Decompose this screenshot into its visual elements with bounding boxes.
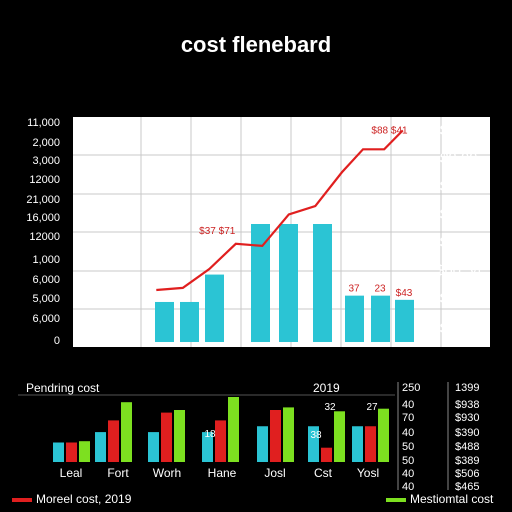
category-label: Yosl [356, 466, 380, 480]
y-tick: 6,000 [32, 313, 60, 325]
bar [395, 299, 414, 342]
y-tick: 5,000 [32, 293, 60, 305]
bar-cyan [95, 432, 106, 462]
legend-label: Mestiomtal cost [410, 492, 494, 506]
bar-red [321, 447, 332, 462]
y-tick: 1,000 [32, 254, 60, 266]
right-tick: $202 [440, 122, 474, 139]
bar [279, 224, 298, 342]
right-col1-tick: 40 [402, 481, 415, 493]
bar-cyan [53, 442, 64, 462]
bar-green [334, 411, 345, 462]
right-col2-tick: $506 [455, 468, 480, 480]
bar-red [108, 420, 119, 462]
right-tick: $4.59 [440, 178, 478, 195]
bar-cyan [352, 426, 363, 462]
y-tick: 6,000 [32, 274, 60, 286]
value-label: 18 [204, 429, 216, 440]
bar-green [174, 410, 185, 462]
category-label: Worh [152, 466, 182, 480]
right-col1-tick: 70 [402, 412, 415, 424]
y-tick: 3,000 [32, 155, 60, 167]
value-label: 27 [366, 402, 378, 413]
right-col2-tick: $930 [455, 412, 480, 424]
bar-value-label: $43 [396, 288, 413, 299]
right-col1-tick: 40 [402, 399, 415, 411]
y-tick: 12000 [29, 231, 60, 243]
bar-cyan [257, 426, 268, 462]
category-label: Leal [59, 466, 83, 480]
right-col2-tick: $465 [455, 481, 480, 493]
bar [205, 274, 224, 342]
bar-red [161, 412, 172, 462]
bar-green [228, 397, 239, 462]
category-label: Josl [264, 466, 286, 480]
y-tick: 11,000 [27, 117, 60, 129]
bar-green [378, 408, 389, 462]
bar-red [66, 442, 77, 462]
right-tick: $2.09 [440, 150, 478, 167]
y-tick: 0 [53, 335, 60, 347]
bar [180, 301, 199, 342]
y-tick: 12000 [29, 174, 60, 186]
right-tick: $1.12 [440, 320, 478, 337]
bar-green [121, 402, 132, 462]
y-tick: 21,000 [26, 194, 60, 206]
bar-green [79, 441, 90, 462]
y-tick: 16,000 [26, 212, 60, 224]
right-col1-tick: 50 [402, 441, 415, 453]
right-col1-tick: 250 [402, 382, 421, 394]
right-col2-tick: $389 [455, 455, 480, 467]
bar-red [215, 420, 226, 462]
category-label: Fort [107, 466, 129, 480]
right-col2-tick: $390 [455, 427, 480, 439]
bar-cyan [148, 432, 159, 462]
bar [155, 301, 174, 342]
top-chart-plot-area: 37 23 $43 $37 $71 $88 $41 [73, 117, 490, 347]
bottom-chart-subtitle: 2019 [313, 381, 340, 395]
value-label: 38 [310, 430, 322, 441]
right-col1-tick: 40 [402, 427, 415, 439]
bar-green [283, 407, 294, 462]
right-col1-tick: 50 [402, 455, 415, 467]
legend-swatch [12, 497, 32, 502]
right-tick: $5.09 [440, 290, 478, 307]
bar-cyan [202, 432, 213, 462]
right-tick: $1.94 [440, 206, 478, 223]
right-tick: $60.34 [436, 262, 482, 279]
right-col2-tick: $938 [455, 399, 480, 411]
top-chart-svg: 37 23 $43 $37 $71 $88 $41 [73, 117, 490, 347]
bar [313, 224, 332, 342]
bar [345, 295, 364, 342]
right-col1-tick: 40 [402, 468, 415, 480]
bar [251, 224, 270, 342]
category-label: Hane [207, 466, 237, 480]
bottom-chart-title: Pendring cost [26, 381, 100, 395]
right-col2-tick: 1399 [455, 382, 480, 394]
bar-value-label: 23 [374, 284, 386, 295]
bar-red [365, 426, 376, 462]
y-tick: 2,000 [32, 137, 60, 149]
right-tick: $2.45 [440, 234, 478, 251]
bar [371, 295, 390, 342]
value-label: 32 [324, 402, 336, 413]
line-value-label: $37 $71 [199, 226, 236, 237]
legend-item-green: Mestiomtal cost [386, 492, 493, 506]
bar-red [270, 410, 281, 462]
legend-label: Moreel cost, 2019 [36, 492, 132, 506]
bar-value-label: 37 [348, 284, 360, 295]
line-value-label: $88 $41 [371, 125, 408, 136]
series-line [156, 129, 404, 292]
chart-title: cost flenebard [180, 32, 332, 57]
bar-cyan [308, 426, 319, 462]
legend-swatch [386, 497, 406, 502]
legend-item-red: Moreel cost, 2019 [12, 492, 131, 506]
category-label: Cst [314, 466, 332, 480]
right-col2-tick: $488 [455, 441, 480, 453]
